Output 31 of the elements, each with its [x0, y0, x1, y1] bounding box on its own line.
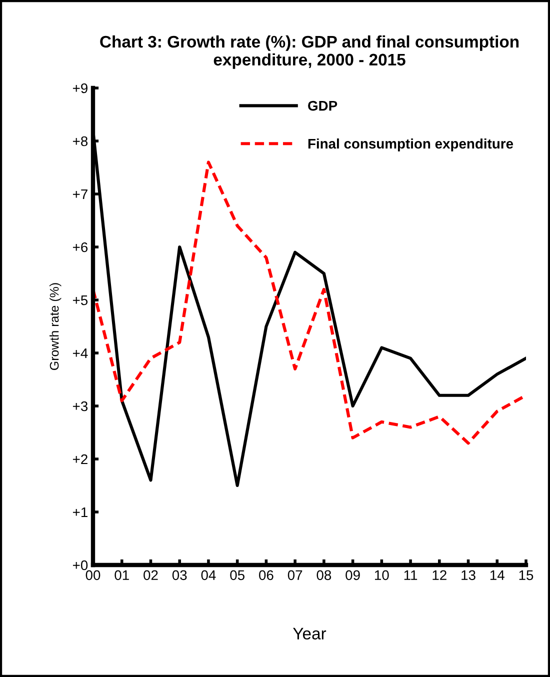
y-tick-label: +9 [72, 83, 88, 94]
y-tick-label: +2 [72, 454, 88, 464]
y-tick-label: +5 [72, 295, 88, 306]
y-tick-label: +0 [72, 560, 88, 570]
y-tick-label: +8 [72, 136, 88, 146]
x-tick-label: 12 [432, 570, 446, 580]
x-tick-label: 04 [201, 570, 216, 580]
x-tick-label: 02 [144, 570, 158, 580]
y-tick-label: +4 [72, 348, 88, 358]
legend-label: Final consumption expenditure [308, 138, 514, 152]
x-axis-title: Year [293, 628, 326, 640]
x-tick-label: 01 [114, 570, 129, 580]
x-tick-label: 00 [86, 570, 100, 580]
y-axis-title: Growth rate (%) [50, 283, 62, 370]
x-tick-label: 11 [404, 570, 418, 580]
x-tick-label: 06 [259, 570, 274, 580]
y-tick-label: +7 [72, 189, 88, 200]
x-tick-label: 07 [288, 570, 302, 580]
x-tick-label: 14 [490, 570, 504, 580]
x-tick-label: 10 [375, 570, 389, 580]
y-tick-label: +3 [72, 401, 88, 412]
x-tick-label: 08 [316, 570, 332, 580]
x-tick-label: 03 [172, 570, 187, 580]
x-tick-label: 15 [519, 570, 534, 580]
y-tick-label: +6 [72, 242, 88, 252]
x-tick-label: 09 [346, 570, 360, 580]
legend-label: GDP [308, 100, 338, 111]
x-tick-label: 13 [462, 570, 476, 580]
chart-title: Chart 3: Growth rate (%): GDP and final consumption expenditure, 2000 - 2015 [100, 35, 519, 69]
x-tick-label: 05 [230, 570, 244, 580]
y-tick-label: +1 [72, 507, 88, 518]
